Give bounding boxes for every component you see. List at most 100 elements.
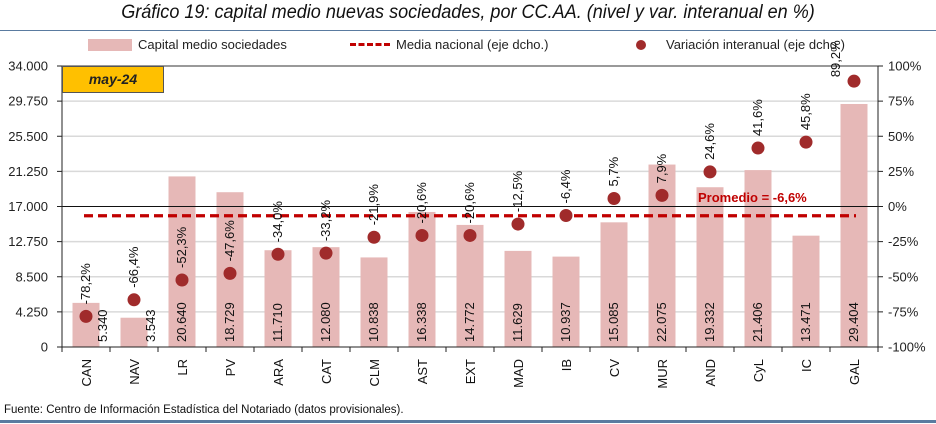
variation-dot: [559, 208, 573, 222]
variation-label: -12,5%: [510, 170, 525, 212]
x-axis-category-label: MAD: [511, 359, 526, 388]
x-axis-category-label: NAV: [127, 359, 142, 385]
variation-label: -20,6%: [462, 182, 477, 224]
bar: [600, 222, 628, 347]
variation-label: 41,6%: [750, 99, 765, 136]
variation-dot: [511, 217, 525, 231]
bar-value-label: 21.406: [750, 302, 765, 342]
x-axis-category-label: CAT: [319, 359, 334, 384]
bar-value-label: 3.543: [143, 309, 158, 342]
legend-line-label: Media nacional (eje dcho.): [396, 37, 549, 52]
variation-dot: [367, 230, 381, 244]
variation-dot: [319, 246, 333, 260]
left-axis-tick-label: 4.250: [15, 304, 48, 319]
bar-value-label: 19.332: [702, 302, 717, 342]
legend: Capital medio sociedades Media nacional …: [0, 37, 936, 57]
bar-value-label: 29.404: [846, 302, 861, 342]
variation-label: 24,6%: [702, 123, 717, 160]
left-axis-tick-label: 34.000: [8, 59, 48, 74]
variation-dot: [607, 191, 621, 205]
variation-dot: [127, 293, 141, 307]
chart-title: Gráfico 19: capital medio nuevas socieda…: [121, 2, 815, 23]
bar: [360, 257, 388, 347]
variation-label: -52,3%: [174, 226, 189, 268]
left-axis-tick-label: 25.500: [8, 129, 48, 144]
bar-value-label: 11.629: [510, 303, 525, 342]
variation-dot: [751, 141, 765, 155]
bar-value-label: 5.340: [95, 309, 110, 342]
variation-label: -6,4%: [558, 169, 573, 203]
variation-dot: [175, 273, 189, 287]
x-axis-category-label: ARA: [271, 359, 286, 386]
legend-item-dots: Variación interanual (eje dcho.): [636, 37, 845, 52]
bar: [552, 256, 580, 347]
bar: [456, 224, 484, 347]
x-axis-category-label: GAL: [847, 359, 862, 385]
legend-dots-label: Variación interanual (eje dcho.): [666, 37, 845, 52]
variation-dot: [463, 228, 477, 242]
variation-dot: [271, 247, 285, 261]
bottom-divider: [0, 420, 936, 423]
x-axis-category-label: AND: [703, 359, 718, 386]
right-axis-tick-label: 75%: [888, 94, 914, 109]
variation-label: 5,7%: [606, 156, 621, 186]
legend-dash-swatch: [350, 43, 390, 46]
bar: [264, 250, 292, 347]
left-axis-tick-label: 12.750: [8, 234, 48, 249]
x-axis-category-label: CAN: [79, 359, 94, 386]
average-label: Promedio = -6,6%: [698, 190, 807, 205]
x-axis-category-label: EXT: [463, 359, 478, 384]
bar-value-label: 12.080: [318, 302, 333, 342]
variation-dot: [703, 165, 717, 179]
left-axis-tick-label: 0: [41, 340, 48, 355]
right-axis-tick-label: 25%: [888, 164, 914, 179]
legend-bars-label: Capital medio sociedades: [138, 37, 287, 52]
variation-dot: [655, 188, 669, 202]
right-axis-tick-label: -50%: [888, 269, 919, 284]
variation-label: -21,9%: [366, 184, 381, 226]
x-axis-category-label: CLM: [367, 359, 382, 386]
right-axis-tick-label: 50%: [888, 129, 914, 144]
right-axis-tick-label: -75%: [888, 304, 919, 319]
x-axis-category-label: CyL: [751, 359, 766, 382]
title-divider: [0, 30, 936, 31]
date-badge: may-24: [62, 66, 164, 93]
variation-label: -20,6%: [414, 182, 429, 224]
variation-label: -34,0%: [270, 201, 285, 243]
bar: [696, 187, 724, 347]
variation-dot: [79, 309, 93, 323]
legend-item-bars: Capital medio sociedades: [88, 37, 287, 52]
variation-dot: [799, 135, 813, 149]
variation-label: 89,2%: [828, 40, 843, 77]
bar-value-label: 10.937: [558, 302, 573, 342]
legend-bar-swatch: [88, 38, 132, 51]
x-axis-category-label: IB: [559, 359, 574, 371]
bar: [168, 176, 196, 347]
variation-label: -66,4%: [126, 246, 141, 288]
right-axis-tick-label: -25%: [888, 234, 919, 249]
bar-value-label: 14.772: [462, 302, 477, 342]
legend-dot-swatch: [636, 39, 646, 50]
bar-value-label: 11.710: [270, 303, 285, 342]
variation-dot: [223, 266, 237, 280]
left-axis-tick-label: 21.250: [8, 164, 48, 179]
variation-label: -47,6%: [222, 220, 237, 262]
bar: [312, 247, 340, 347]
bar-value-label: 16.338: [414, 302, 429, 342]
bar-value-label: 20.640: [174, 302, 189, 342]
bar: [120, 317, 148, 347]
left-axis-tick-label: 17.000: [8, 199, 48, 214]
left-axis-tick-label: 8.500: [15, 269, 48, 284]
x-axis-category-label: LR: [175, 359, 190, 376]
bar-value-label: 15.085: [606, 302, 621, 342]
right-axis-tick-label: 0%: [888, 199, 907, 214]
bar: [504, 250, 532, 347]
bar: [792, 235, 820, 347]
bar-value-label: 18.729: [222, 302, 237, 342]
variation-label: 45,8%: [798, 93, 813, 130]
right-axis-tick-label: -100%: [888, 340, 926, 355]
x-axis-category-label: PV: [223, 359, 238, 377]
x-axis-category-label: IC: [799, 359, 814, 372]
right-axis-tick-label: 100%: [888, 59, 922, 74]
